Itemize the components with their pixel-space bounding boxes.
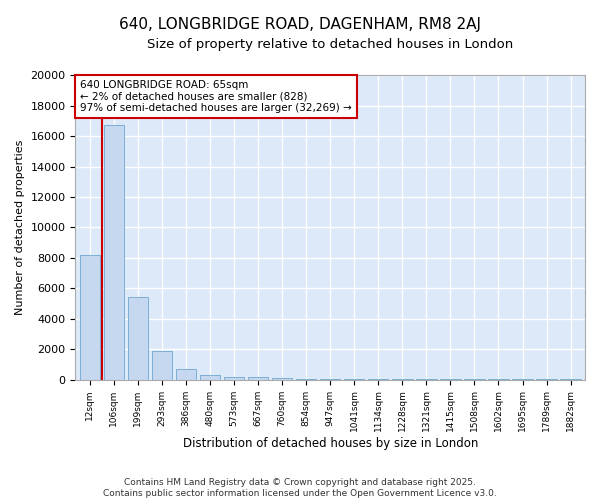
Bar (296, 379, 316, 380)
Bar (200, 375, 220, 380)
X-axis label: Distribution of detached houses by size in London: Distribution of detached houses by size … (182, 437, 478, 450)
Y-axis label: Number of detached properties: Number of detached properties (15, 140, 25, 315)
Bar (80, 255, 100, 380)
Title: Size of property relative to detached houses in London: Size of property relative to detached ho… (147, 38, 514, 51)
Bar (104, 126, 124, 380)
Bar (272, 378, 292, 380)
Bar (224, 376, 244, 380)
Bar (128, 298, 148, 380)
Bar (248, 378, 268, 380)
Bar (152, 350, 172, 380)
Text: 640, LONGBRIDGE ROAD, DAGENHAM, RM8 2AJ: 640, LONGBRIDGE ROAD, DAGENHAM, RM8 2AJ (119, 18, 481, 32)
Text: Contains HM Land Registry data © Crown copyright and database right 2025.
Contai: Contains HM Land Registry data © Crown c… (103, 478, 497, 498)
Bar (176, 369, 196, 380)
Text: 640 LONGBRIDGE ROAD: 65sqm
← 2% of detached houses are smaller (828)
97% of semi: 640 LONGBRIDGE ROAD: 65sqm ← 2% of detac… (80, 80, 352, 113)
Bar (320, 379, 340, 380)
